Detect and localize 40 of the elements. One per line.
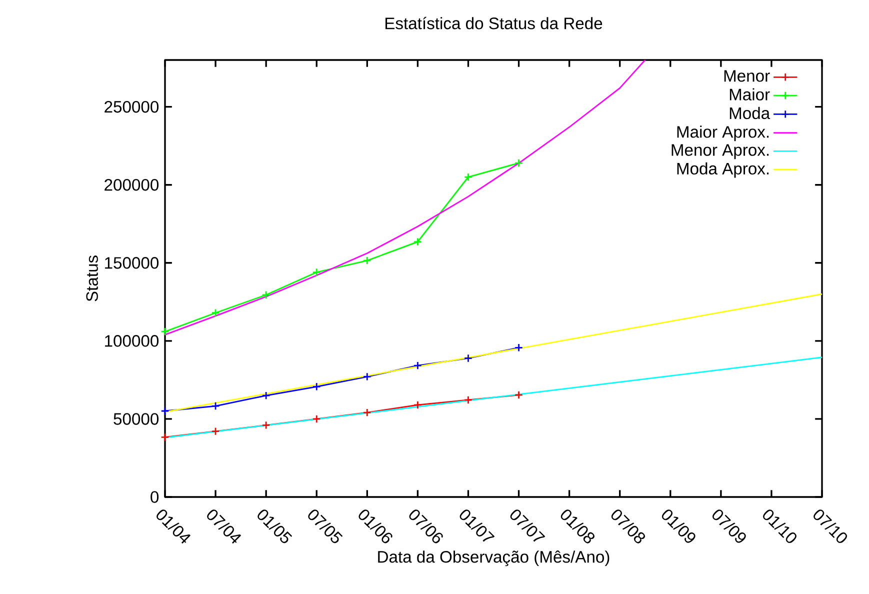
legend-label: Maior Aprox. bbox=[677, 126, 769, 142]
point bbox=[464, 396, 473, 404]
point bbox=[413, 238, 422, 246]
x-axis-title: Data da Observação (Mês/Ano) bbox=[378, 550, 610, 566]
point bbox=[362, 372, 372, 381]
point bbox=[262, 391, 270, 400]
legend-label: Moda bbox=[730, 106, 770, 120]
point bbox=[160, 406, 170, 416]
point bbox=[362, 256, 372, 265]
y-axis-title: Status bbox=[86, 256, 98, 302]
point bbox=[312, 414, 321, 424]
point bbox=[262, 420, 270, 430]
legend-label: Moda Aprox. bbox=[677, 162, 769, 178]
point bbox=[211, 402, 220, 410]
point bbox=[413, 400, 422, 410]
point bbox=[464, 172, 473, 182]
point bbox=[362, 408, 372, 417]
point bbox=[514, 343, 524, 352]
point bbox=[211, 308, 220, 318]
point bbox=[514, 158, 524, 168]
point bbox=[413, 361, 422, 370]
point bbox=[211, 427, 220, 436]
y-tick-label: 50000 bbox=[114, 413, 159, 425]
y-tick-label: 150000 bbox=[105, 257, 159, 269]
legend-label: Maior bbox=[730, 88, 770, 100]
point bbox=[312, 382, 321, 391]
point bbox=[514, 390, 524, 400]
point bbox=[160, 327, 170, 336]
y-tick-label: 200000 bbox=[104, 178, 159, 191]
chart-title: Estatística do Status da Rede bbox=[385, 16, 602, 30]
legend-label: Menor bbox=[724, 70, 770, 82]
y-tick-label: 0 bbox=[150, 491, 159, 503]
y-tick-label: 250000 bbox=[104, 100, 159, 113]
point bbox=[464, 354, 473, 363]
y-tick-label: 100000 bbox=[105, 335, 159, 347]
point bbox=[262, 290, 270, 300]
point bbox=[160, 432, 170, 442]
point bbox=[312, 268, 321, 277]
line-series bbox=[165, 60, 646, 336]
legend-label: Menor Aprox. bbox=[672, 144, 769, 160]
